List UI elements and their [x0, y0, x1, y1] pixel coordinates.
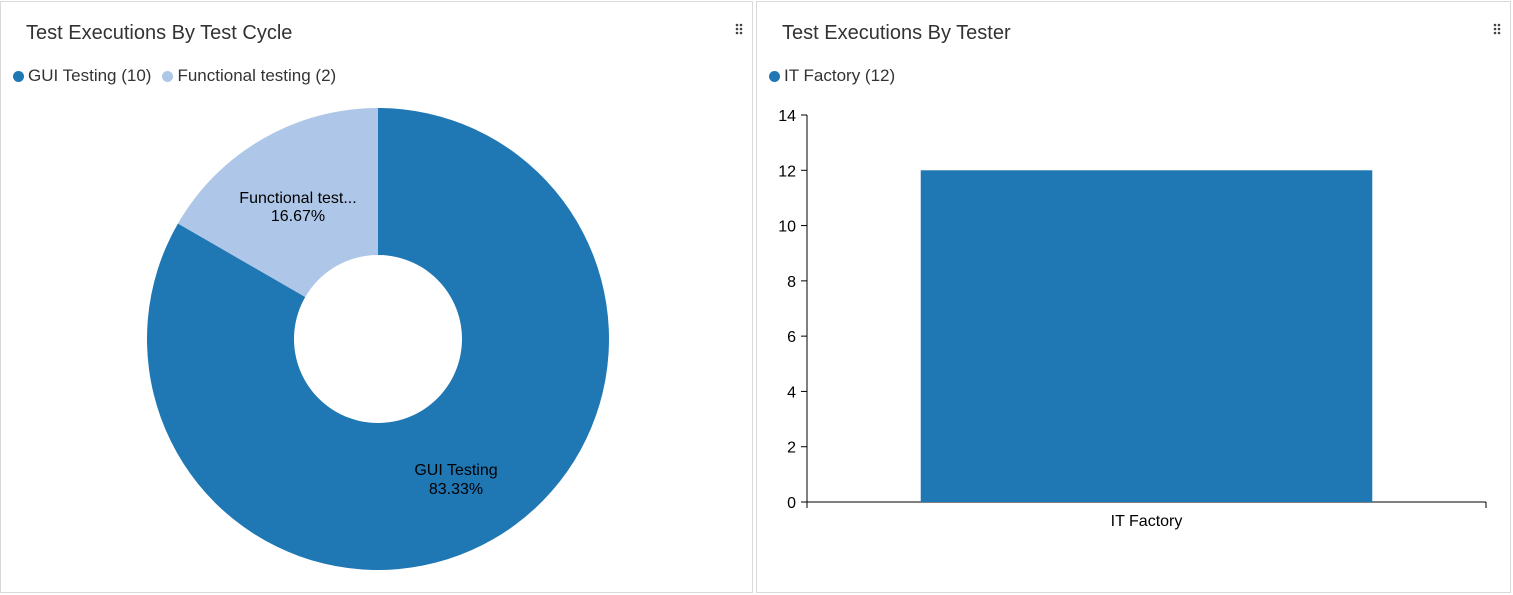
legend-dot — [769, 70, 780, 82]
slice-label-percent: 83.33% — [429, 481, 483, 498]
bar-it-factory[interactable] — [920, 170, 1373, 503]
legend-label: Functional testing (2) — [177, 66, 337, 85]
panel-tester: Test Executions By Tester IT Factory (12… — [756, 1, 1511, 593]
y-tick-label: 0 — [787, 495, 796, 512]
y-tick-label: 8 — [787, 274, 796, 291]
legend-dot — [13, 70, 24, 82]
y-tick-label: 6 — [787, 329, 796, 346]
drag-handle-icon[interactable] — [1492, 22, 1502, 36]
slice-label-name: GUI Testing — [414, 462, 497, 479]
x-tick-label: IT Factory — [1111, 513, 1183, 530]
legend-label: IT Factory (12) — [784, 66, 896, 85]
y-tick-label: 4 — [787, 384, 796, 401]
y-tick-label: 10 — [778, 219, 796, 236]
chart-legend: GUI Testing (10) Functional testing (2) — [13, 66, 347, 86]
panel-title: Test Executions By Tester — [782, 22, 1011, 44]
slice-label-percent: 16.67% — [271, 208, 325, 225]
bar-chart: 0 2 4 6 8 10 12 14 IT Factory — [778, 108, 1487, 530]
donut-chart: GUI Testing 83.33% Functional test... 16… — [146, 108, 609, 570]
legend-item-functional-testing[interactable]: Functional testing (2) — [162, 66, 336, 86]
legend-item-gui-testing[interactable]: GUI Testing (10) — [13, 66, 151, 86]
legend-item-it-factory[interactable]: IT Factory (12) — [769, 66, 895, 86]
donut-slice-gui-testing[interactable] — [146, 108, 609, 570]
chart-legend: IT Factory (12) — [769, 66, 906, 86]
y-tick-label: 2 — [787, 440, 796, 457]
slice-label-name: Functional test... — [239, 190, 356, 207]
drag-handle-icon[interactable] — [734, 22, 744, 36]
y-tick-label: 14 — [778, 108, 796, 125]
panel-test-cycle: Test Executions By Test Cycle GUI Testin… — [0, 1, 753, 593]
legend-dot — [162, 70, 174, 82]
legend-label: GUI Testing (10) — [28, 66, 152, 85]
panel-title: Test Executions By Test Cycle — [26, 22, 293, 44]
donut-slice-functional-testing[interactable] — [177, 108, 378, 297]
y-tick-label: 12 — [778, 163, 796, 180]
